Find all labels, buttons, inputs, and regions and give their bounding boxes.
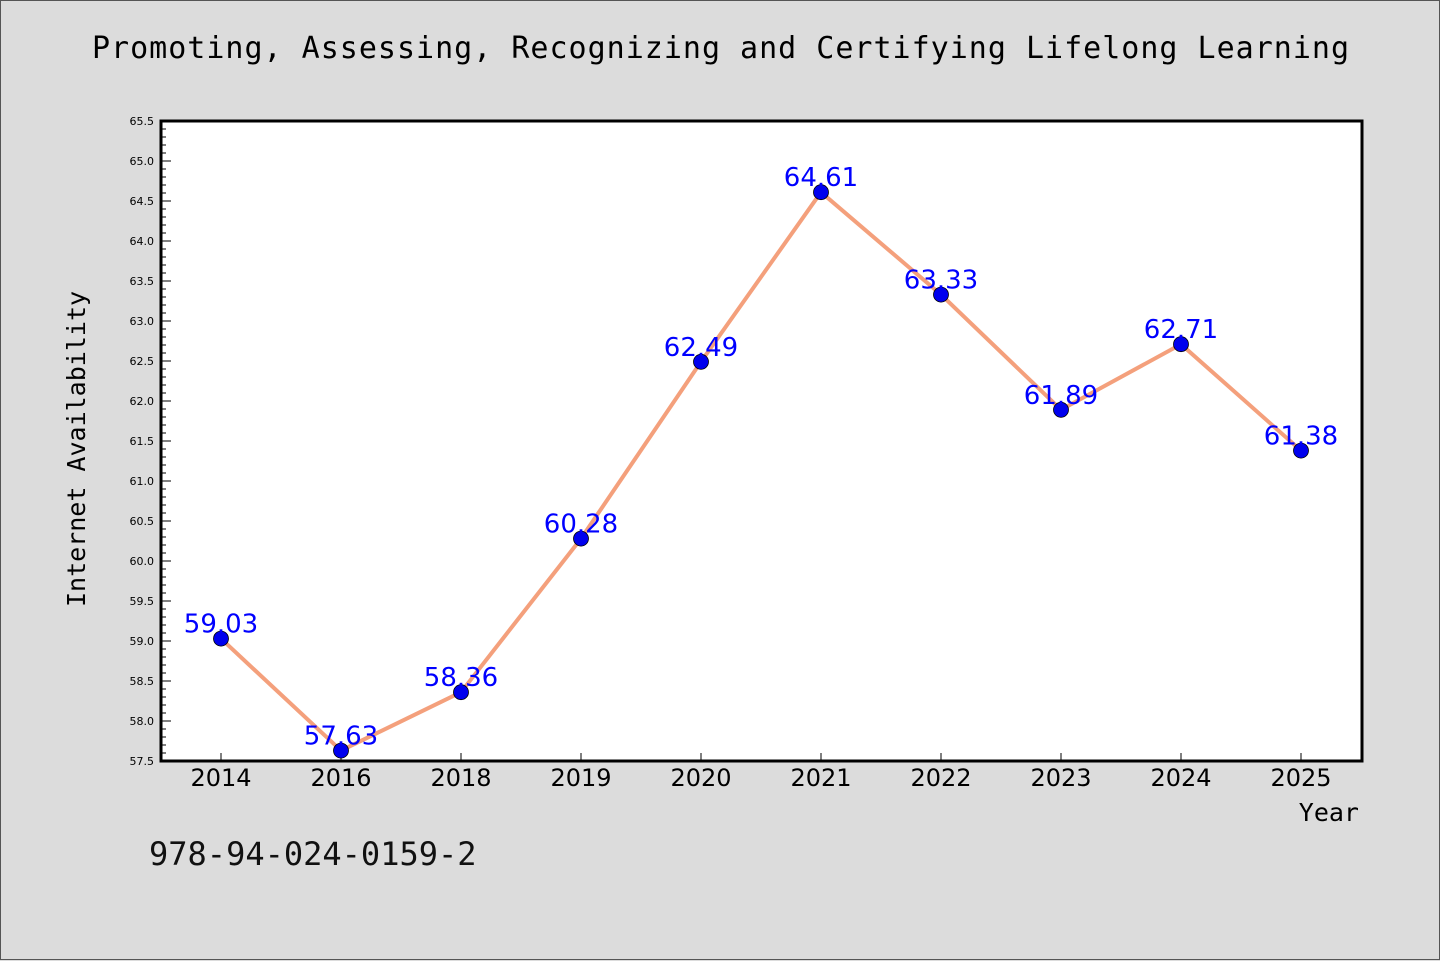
y-axis-title: Internet Availability — [62, 291, 91, 607]
data-labels: 59.03 57.63 58.36 60.28 62.49 64.61 63.33 61.89… — [184, 163, 1338, 751]
y-tick-label: 60.0 — [130, 555, 155, 568]
chart-title: Promoting, Assessing, Recognizing and Ce… — [91, 31, 1351, 66]
x-tick-label: 2021 — [790, 764, 851, 792]
y-tick-label: 59.5 — [130, 595, 155, 608]
data-point — [1293, 442, 1309, 459]
y-tick-label: 61.5 — [130, 435, 155, 448]
data-point — [333, 742, 349, 759]
x-axis: 2014 2016 2018 2019 2020 2021 2022 2023 2024 2025 — [190, 753, 1332, 792]
data-label: 63.33 — [904, 266, 978, 296]
data-label: 60.28 — [544, 510, 618, 540]
y-tick-label: 63.5 — [130, 275, 155, 288]
data-point — [693, 353, 709, 370]
x-tick-label: 2022 — [910, 764, 971, 792]
data-point — [1173, 336, 1189, 353]
x-tick-label: 2018 — [430, 764, 491, 792]
x-tick-label: 2023 — [1030, 764, 1091, 792]
plot-area — [159, 119, 1364, 763]
y-tick-label: 64.5 — [130, 195, 155, 208]
data-label: 58.36 — [424, 663, 498, 693]
x-axis-title: Year — [1299, 798, 1359, 827]
y-tick-label: 65.5 — [130, 115, 155, 128]
series-polyline — [219, 190, 1303, 753]
data-label: 61.89 — [1024, 381, 1098, 411]
data-point — [573, 530, 589, 547]
data-label: 61.38 — [1264, 422, 1338, 452]
x-tick-label: 2020 — [670, 764, 731, 792]
data-point — [813, 184, 829, 201]
y-tick-label: 60.5 — [130, 515, 155, 528]
data-point — [453, 684, 469, 701]
series-markers — [213, 184, 1309, 759]
y-tick-label: 62.0 — [130, 395, 155, 408]
data-label: 57.63 — [304, 722, 378, 752]
y-tick-label: 58.0 — [130, 715, 155, 728]
data-point — [933, 286, 949, 303]
x-tick-label: 2024 — [1150, 764, 1211, 792]
y-tick-label: 65.0 — [130, 155, 155, 168]
data-label: 59.03 — [184, 610, 258, 640]
y-tick-label: 59.0 — [130, 635, 155, 648]
isbn-text: 978-94-024-0159-2 — [149, 835, 477, 873]
y-tick-label: 64.0 — [130, 235, 155, 248]
data-point — [1053, 401, 1069, 418]
x-tick-label: 2014 — [190, 764, 251, 792]
y-axis: 57.5 58.0 58.5 59.0 59.5 60.0 60.5 61.0 61.5 62.0… — [130, 115, 171, 768]
data-label: 62.49 — [664, 333, 738, 363]
x-tick-label: 2025 — [1270, 764, 1331, 792]
series-line — [219, 190, 1303, 753]
data-label: 64.61 — [784, 163, 858, 193]
data-point — [213, 630, 229, 647]
x-tick-label: 2016 — [310, 764, 371, 792]
y-tick-label: 61.0 — [130, 475, 155, 488]
y-tick-label: 58.5 — [130, 675, 155, 688]
x-tick-label: 2019 — [550, 764, 611, 792]
data-label: 62.71 — [1144, 315, 1218, 345]
y-tick-label: 63.0 — [130, 315, 155, 328]
y-tick-label: 57.5 — [130, 755, 155, 768]
y-tick-label: 62.5 — [130, 355, 155, 368]
